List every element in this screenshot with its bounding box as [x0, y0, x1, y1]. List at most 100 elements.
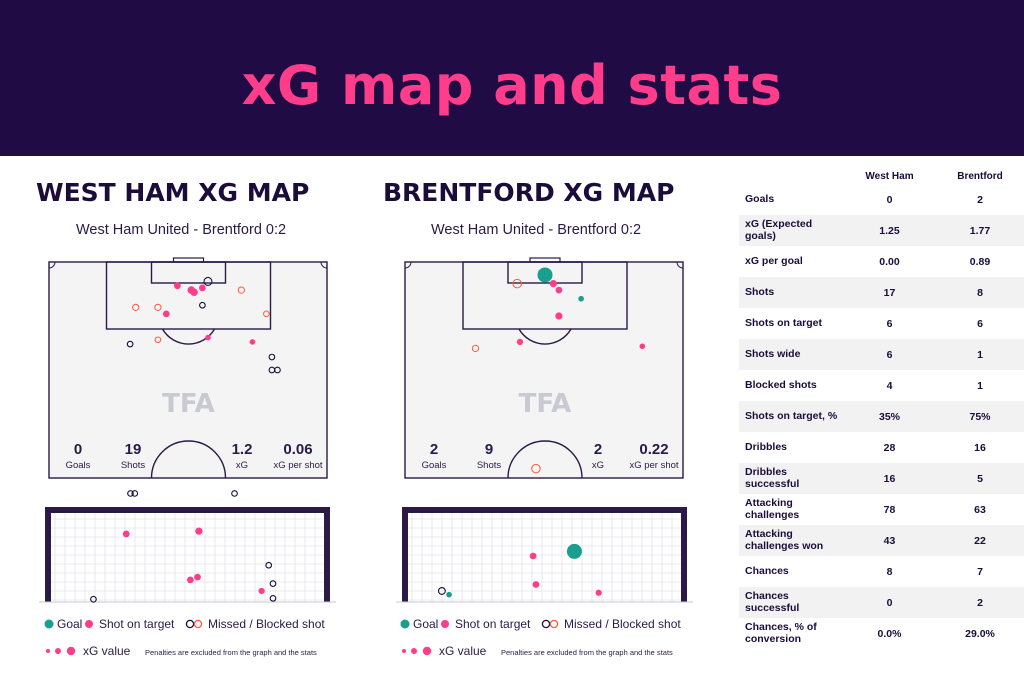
goal-shot-marker: [131, 490, 139, 497]
stats-row-home-value: 0: [843, 184, 937, 215]
pitch-shot-marker: [249, 339, 256, 345]
legend-xg-large-icon: [66, 646, 76, 656]
brentford-watermark: TFA: [519, 389, 572, 419]
west-ham-summary-value: 19: [125, 441, 142, 458]
brentford-summary-label: xG: [592, 460, 604, 471]
legend-goal-label: Goal: [57, 617, 82, 631]
stats-row: Shots 17 8: [739, 277, 1024, 308]
legend-missed-icon: [193, 619, 203, 629]
brentford-summary-label: xG per shot: [629, 460, 678, 471]
legend-on-target-label: Shot on target: [455, 617, 531, 631]
legend-xg-label: xG value: [83, 644, 131, 658]
legend-xg-small-icon: [46, 649, 50, 653]
pitch-shot-marker: [162, 310, 170, 318]
goal-shot-marker: [186, 576, 194, 584]
goal-shot-marker: [446, 591, 452, 598]
header-banner: xG map and stats: [0, 0, 1024, 156]
page-title: xG map and stats: [241, 54, 783, 117]
pitch-shot-marker: [187, 286, 196, 294]
stats-row-away-value: 2: [936, 184, 1024, 215]
pitch-shot-marker: [132, 303, 140, 311]
goal-shot-marker: [194, 573, 201, 581]
stats-row-away-value: 2: [936, 587, 1024, 618]
legend-note: Penalties are excluded from the graph an…: [145, 648, 317, 657]
pitch-shot-marker: [274, 366, 281, 374]
pitch-shot-marker: [203, 276, 213, 286]
stats-row-away-value: 75%: [936, 401, 1024, 432]
legend-xg-label: xG value: [439, 644, 487, 658]
stats-row-away-value: 29.0%: [936, 618, 1024, 649]
pitch-shot-marker: [268, 353, 276, 361]
stats-row-home-value: 6: [843, 308, 937, 339]
goal-shot-marker: [195, 527, 203, 535]
stats-row: Shots on target 6 6: [739, 308, 1024, 339]
pitch-shot-marker: [549, 280, 557, 288]
stats-row-home-value: 16: [843, 463, 937, 494]
goal-shot-marker: [532, 581, 540, 588]
stats-row-home-value: 78: [843, 494, 937, 525]
stats-row-label: Goals: [739, 184, 843, 215]
west-ham-corner-arc-right: [320, 261, 328, 269]
pitch-shot-marker: [555, 312, 563, 320]
legend-xg-small-icon: [402, 649, 406, 653]
stats-row: Shots wide 6 1: [739, 339, 1024, 370]
stats-row: Chances 8 7: [739, 556, 1024, 587]
brentford-map-title: BRENTFORD XG MAP: [383, 178, 675, 207]
west-ham-summary-value: 0: [74, 441, 82, 458]
stats-row-home-value: 0.00: [843, 246, 937, 277]
pitch-shot-marker: [555, 286, 563, 294]
pitch-shot-marker: [154, 336, 162, 344]
legend-missed-label: Missed / Blocked shot: [564, 617, 681, 631]
stats-row-away-value: 16: [936, 432, 1024, 463]
stats-row: Chances successful 0 2: [739, 587, 1024, 618]
pitch-shot-marker: [516, 338, 524, 346]
pitch-shot-marker: [126, 340, 134, 348]
stats-row-home-value: 28: [843, 432, 937, 463]
stats-row-label: Shots on target: [739, 308, 843, 339]
west-ham-summary-value: 1.2: [232, 441, 253, 458]
brentford-summary-value: 2: [430, 441, 438, 458]
west-ham-summary-label: Shots: [121, 460, 146, 471]
stats-row: Dribbles successful 16 5: [739, 463, 1024, 494]
goal-shot-marker: [122, 530, 130, 538]
legend-on-target-icon: [85, 620, 93, 628]
pitch-shot-marker: [578, 295, 584, 302]
stats-row-label: Chances successful: [739, 587, 843, 618]
stats-row-label: Attacking challenges won: [739, 525, 843, 556]
pitch-shot-marker: [512, 278, 522, 289]
stats-row: Shots on target, % 35% 75%: [739, 401, 1024, 432]
brentford-goal-net: [406, 510, 683, 602]
legend-on-target-icon: [441, 620, 449, 628]
stats-row-away-value: 6: [936, 308, 1024, 339]
xg-maps-svg: TFA 0 Goals 19 Shots 1.2 xG 0.06 xG per shot Goal…: [39, 257, 693, 658]
pitch-shot-marker: [199, 284, 206, 292]
west-ham-watermark: TFA: [162, 389, 215, 419]
brentford-summary-label: Goals: [422, 460, 447, 471]
stats-row-home-value: 0: [843, 587, 937, 618]
brentford-summary-value: 9: [485, 441, 493, 458]
brentford-centre-circle: [507, 440, 583, 479]
west-ham-summary-label: xG per shot: [273, 460, 322, 471]
west-ham-corner-arc-left: [48, 261, 56, 269]
stats-row-away-value: 1: [936, 339, 1024, 370]
stats-row-away-value: 1.77: [936, 215, 1024, 246]
goal-shot-marker: [269, 594, 277, 602]
brentford-summary-label: Shots: [477, 460, 502, 471]
stats-row-label: Dribbles: [739, 432, 843, 463]
west-ham-goal-frame: [45, 507, 330, 602]
pitch-shot-marker: [154, 303, 162, 311]
brentford-goal-mouth: [529, 257, 561, 263]
goal-shot-marker: [437, 587, 446, 595]
stats-header-home: West Ham: [865, 170, 914, 182]
pitch-shot-marker: [639, 343, 646, 350]
goal-shot-marker: [127, 490, 134, 497]
goal-shot-marker: [258, 587, 265, 595]
stats-header-away: Brentford: [957, 170, 1003, 182]
brentford-corner-arc-left: [404, 261, 412, 269]
legend-missed-icon: [549, 619, 559, 629]
goal-shot-marker: [595, 589, 602, 596]
pitch-shot-marker: [205, 334, 211, 341]
stats-row: Attacking challenges 78 63: [739, 494, 1024, 525]
goal-shot-marker: [269, 580, 277, 587]
stats-row-label: Blocked shots: [739, 370, 843, 401]
